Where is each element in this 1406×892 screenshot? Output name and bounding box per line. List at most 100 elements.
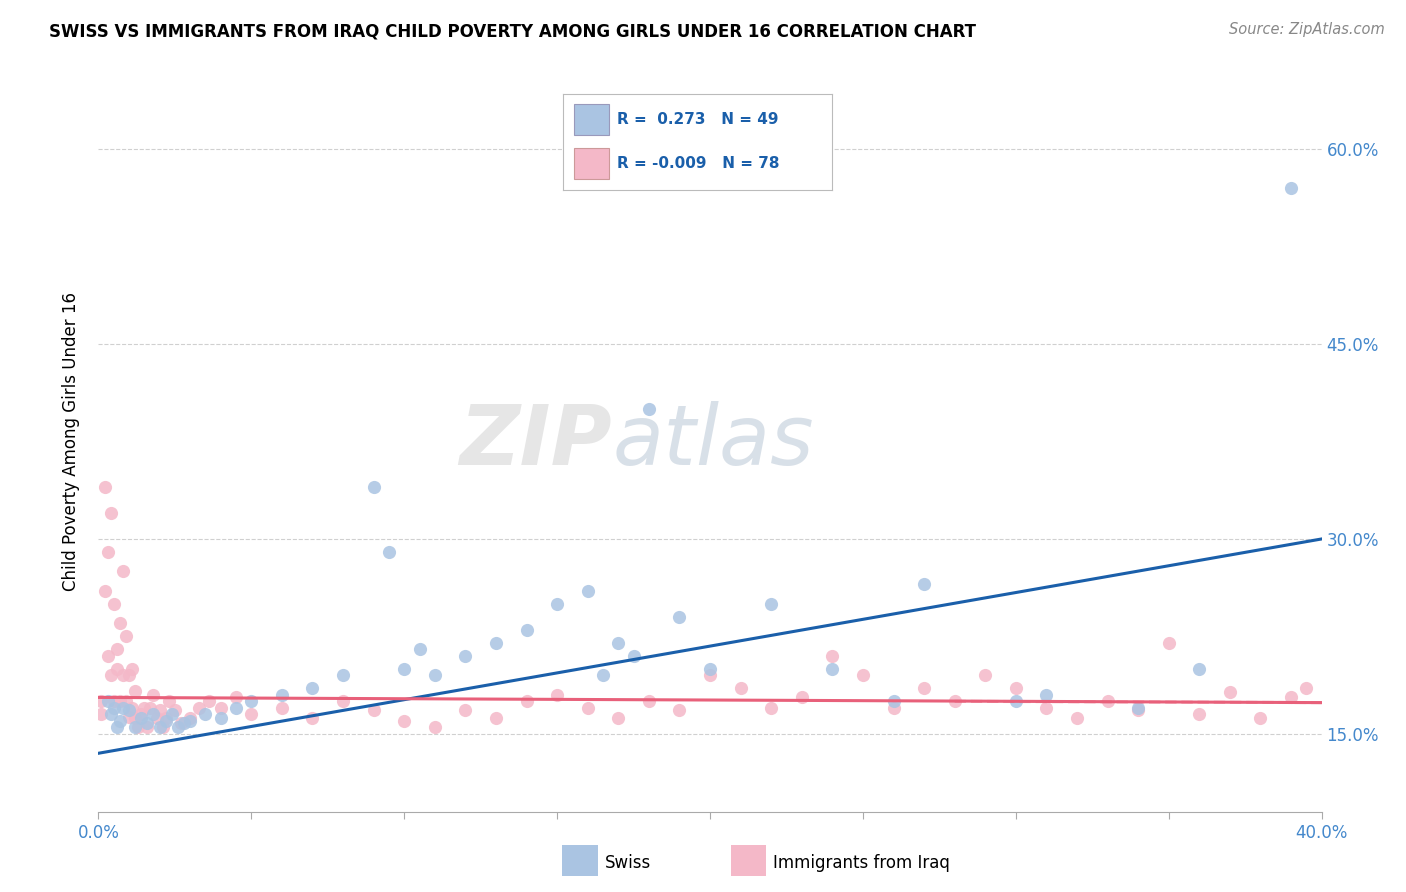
Text: ZIP: ZIP	[460, 401, 612, 482]
Point	[363, 703, 385, 717]
Point	[668, 703, 690, 717]
Point	[1249, 711, 1271, 725]
Point	[821, 662, 844, 676]
Point	[118, 710, 141, 724]
Point	[576, 583, 599, 598]
Point	[97, 648, 120, 663]
Point	[240, 707, 263, 722]
Point	[1004, 694, 1026, 708]
Point	[1066, 711, 1088, 725]
Point	[883, 694, 905, 708]
Point	[790, 690, 813, 705]
Point	[155, 711, 177, 725]
Point	[149, 720, 172, 734]
Point	[301, 711, 323, 725]
Point	[301, 681, 323, 696]
Point	[115, 694, 138, 708]
Point	[209, 711, 232, 725]
Point	[623, 648, 645, 663]
Point	[97, 694, 120, 708]
Point	[912, 577, 935, 591]
Point	[759, 701, 782, 715]
Point	[100, 506, 122, 520]
Text: atlas: atlas	[612, 401, 814, 482]
Point	[124, 684, 146, 698]
Point	[1128, 701, 1150, 715]
Point	[821, 648, 844, 663]
Point	[108, 616, 131, 631]
Point	[485, 711, 508, 725]
Point	[97, 545, 120, 559]
Point	[423, 668, 446, 682]
Point	[576, 701, 599, 715]
Point	[118, 668, 141, 682]
Point	[129, 711, 152, 725]
Point	[152, 720, 174, 734]
Point	[209, 701, 232, 715]
Point	[127, 720, 149, 734]
Point	[485, 636, 508, 650]
Point	[105, 662, 128, 676]
Point	[516, 694, 538, 708]
Point	[592, 668, 614, 682]
Point	[155, 714, 177, 728]
Point	[160, 707, 183, 722]
Text: Immigrants from Iraq: Immigrants from Iraq	[773, 855, 950, 872]
Point	[111, 668, 134, 682]
Point	[516, 623, 538, 637]
Point	[179, 711, 201, 725]
Point	[90, 694, 112, 708]
Point	[730, 681, 752, 696]
Point	[1004, 681, 1026, 696]
Point	[105, 720, 128, 734]
Point	[118, 703, 141, 717]
Text: SWISS VS IMMIGRANTS FROM IRAQ CHILD POVERTY AMONG GIRLS UNDER 16 CORRELATION CHA: SWISS VS IMMIGRANTS FROM IRAQ CHILD POVE…	[49, 22, 976, 40]
Point	[105, 642, 128, 657]
Point	[103, 701, 125, 715]
Point	[194, 707, 217, 722]
Point	[883, 701, 905, 715]
Point	[852, 668, 875, 682]
Point	[108, 714, 131, 728]
Point	[103, 694, 125, 708]
Point	[129, 707, 152, 722]
Point	[167, 720, 190, 734]
Point	[136, 716, 159, 731]
Point	[136, 720, 159, 734]
Point	[759, 597, 782, 611]
Point	[607, 636, 630, 650]
Point	[332, 668, 354, 682]
Point	[699, 668, 721, 682]
Point	[121, 701, 143, 715]
Point	[699, 662, 721, 676]
Point	[115, 629, 138, 643]
Point	[943, 694, 966, 708]
Point	[157, 694, 180, 708]
Point	[270, 701, 292, 715]
Point	[332, 694, 354, 708]
Point	[188, 701, 211, 715]
Point	[111, 701, 134, 715]
Point	[1279, 690, 1302, 705]
Point	[93, 480, 115, 494]
Point	[546, 597, 568, 611]
Point	[1097, 694, 1119, 708]
Point	[124, 711, 146, 725]
Point	[240, 694, 263, 708]
Point	[170, 716, 193, 731]
Point	[197, 694, 219, 708]
Point	[454, 648, 477, 663]
Point	[103, 597, 125, 611]
Point	[1157, 636, 1180, 650]
Point	[454, 703, 477, 717]
Point	[100, 707, 122, 722]
Point	[392, 662, 416, 676]
Point	[179, 714, 201, 728]
Text: Swiss: Swiss	[605, 855, 651, 872]
Point	[1188, 707, 1211, 722]
Point	[423, 720, 446, 734]
Point	[134, 701, 156, 715]
Point	[225, 690, 247, 705]
Point	[974, 668, 997, 682]
Point	[93, 583, 115, 598]
